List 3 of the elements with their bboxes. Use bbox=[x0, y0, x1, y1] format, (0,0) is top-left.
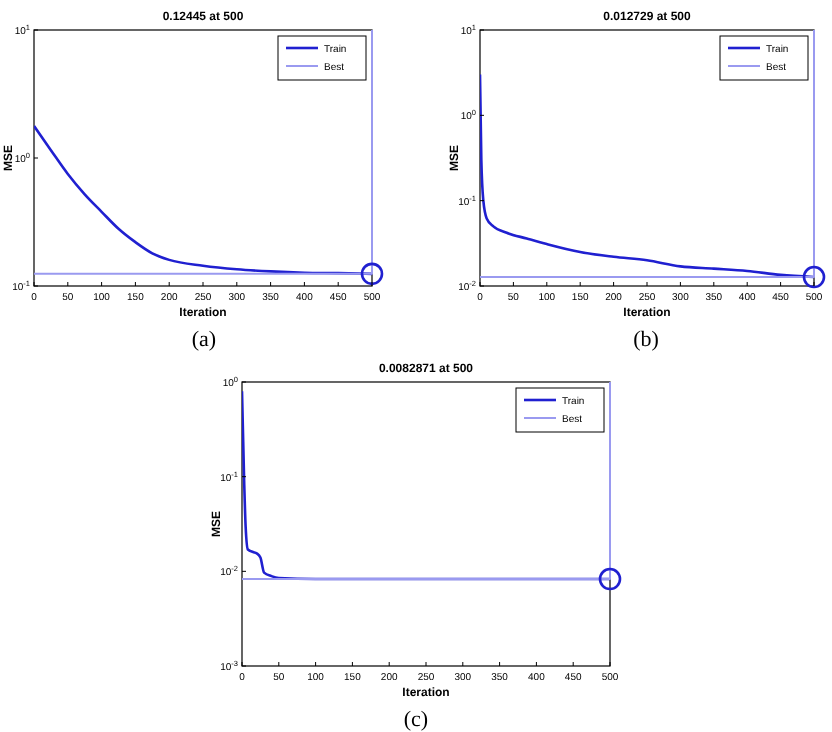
text: (c) bbox=[403, 708, 429, 732]
text: (b) bbox=[633, 328, 660, 352]
text: (a) bbox=[191, 328, 217, 352]
